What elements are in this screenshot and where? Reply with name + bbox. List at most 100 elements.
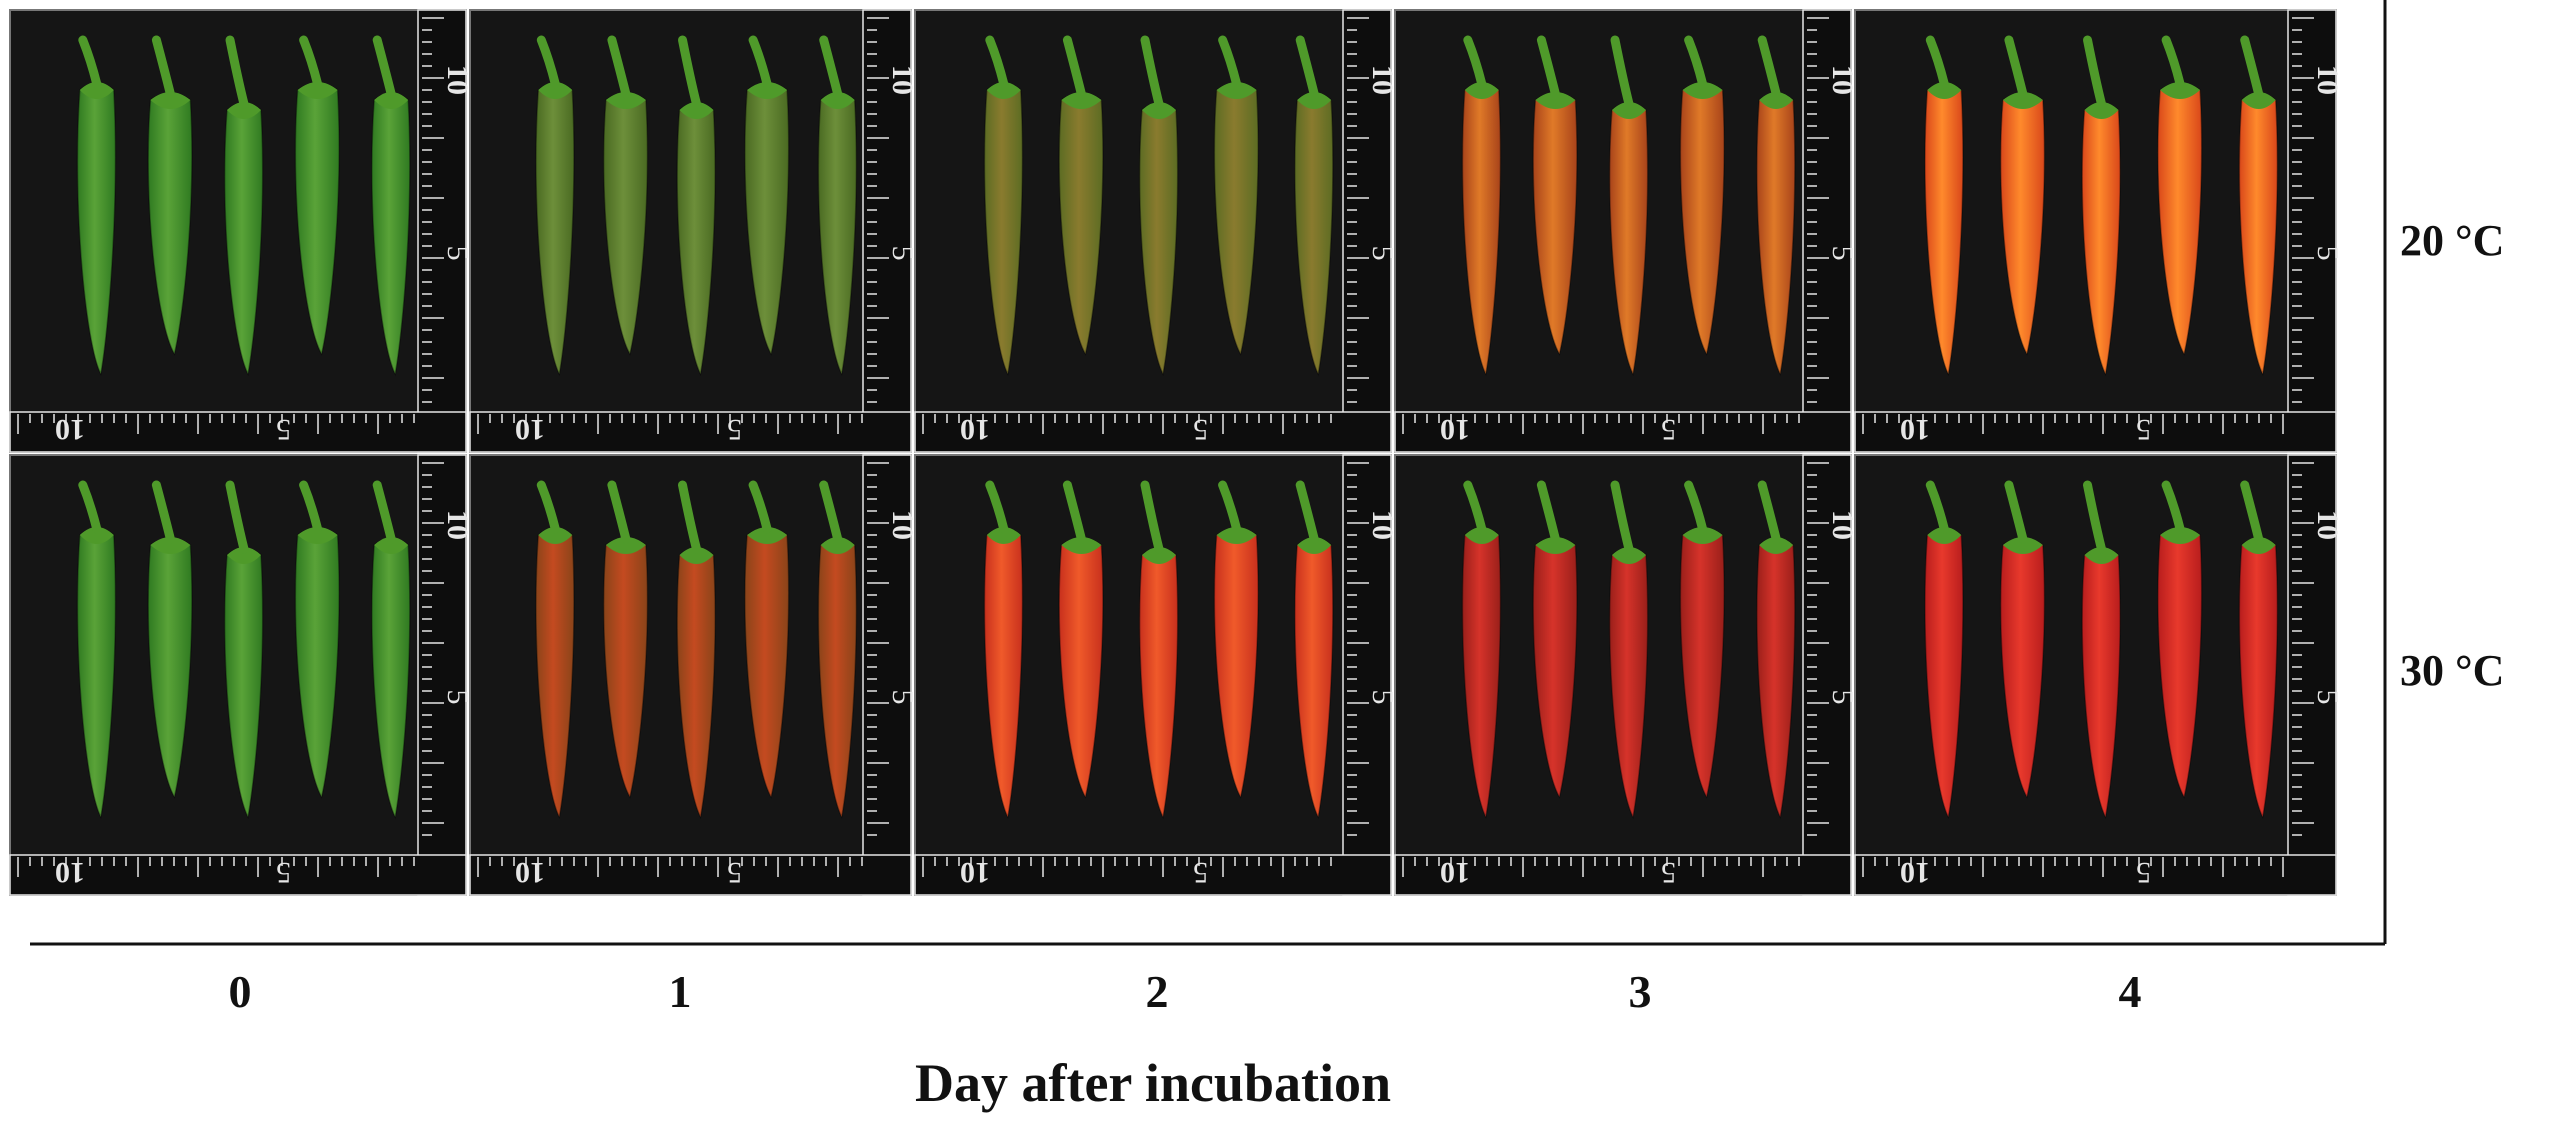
pepper-stem [1062, 35, 1086, 99]
pepper-stem [1684, 480, 1708, 534]
pepper-calyx [2084, 102, 2119, 119]
pepper-calyx [150, 537, 191, 554]
pepper-calyx [1297, 537, 1332, 554]
pepper-calyx [605, 92, 646, 109]
ruler-mark: 5 [2311, 690, 2344, 705]
ruler-mark: 5 [1193, 856, 1208, 889]
pepper-calyx [679, 102, 714, 119]
pepper-stem [372, 35, 396, 99]
pepper-stem [1218, 480, 1242, 534]
pepper-calyx [1682, 527, 1723, 544]
ruler-mark: 10 [441, 65, 474, 95]
ruler-mark: 10 [515, 856, 545, 889]
pepper-stem [678, 35, 701, 109]
ruler-mark: 10 [1826, 510, 1859, 540]
ruler-mark: 5 [886, 246, 919, 261]
pepper-stem [225, 480, 249, 554]
pepper-stem [1610, 480, 1634, 554]
day-label-4: 4 [2118, 966, 2142, 1017]
ruler-mark: 10 [55, 856, 85, 889]
pepper-calyx [2241, 92, 2276, 109]
pepper-stem [607, 480, 631, 544]
pepper-stem [1140, 35, 1164, 109]
pepper-calyx [2084, 547, 2119, 564]
day-label-1: 1 [668, 966, 692, 1017]
pepper-calyx [2241, 537, 2276, 554]
ruler-mark: 10 [886, 510, 919, 540]
photo-panel: 10 5 10 5 [9, 9, 474, 453]
pepper-calyx [1464, 82, 1499, 99]
ruler-mark: 10 [2311, 510, 2344, 540]
pepper-stem [1536, 35, 1560, 99]
pepper-calyx [79, 527, 114, 544]
photo-panel: 10 5 10 5 [914, 9, 1399, 453]
pepper-calyx [747, 527, 788, 544]
pepper-stem [819, 35, 843, 99]
pepper-stem [607, 35, 631, 99]
pepper-calyx [1759, 92, 1794, 109]
pepper-calyx [1142, 547, 1176, 564]
ruler-mark: 5 [441, 690, 474, 705]
pepper-calyx [820, 537, 855, 554]
ruler-mark: 10 [1366, 65, 1399, 95]
pepper-calyx [1535, 537, 1576, 554]
ruler-mark: 5 [1661, 413, 1676, 446]
pepper-calyx [2002, 92, 2043, 109]
pepper-calyx [2002, 537, 2043, 554]
x-axis-title: Day after incubation [915, 1053, 1392, 1113]
pepper-stem [2004, 480, 2028, 544]
pepper-calyx [1612, 102, 1646, 119]
photo-panel: 10 5 10 5 [1854, 454, 2344, 896]
pepper-calyx [374, 92, 409, 109]
pepper-calyx [986, 527, 1021, 544]
ruler-mark: 5 [276, 413, 291, 446]
ruler-mark: 10 [886, 65, 919, 95]
pepper-calyx [227, 547, 261, 564]
pepper-stem [1925, 35, 1949, 89]
pepper-stem [299, 35, 323, 89]
pepper-calyx [1061, 537, 1102, 554]
pepper-stem [536, 35, 560, 89]
ruler-mark: 10 [55, 413, 85, 446]
photo-panel: 10 5 10 5 [1394, 454, 1859, 896]
ruler-mark: 10 [1826, 65, 1859, 95]
pepper-calyx [1759, 537, 1794, 554]
pepper-stem [678, 480, 701, 554]
pepper-calyx [297, 82, 338, 99]
pepper-calyx [1297, 92, 1332, 109]
pepper-calyx [1535, 92, 1576, 109]
ruler-mark: 5 [2311, 246, 2344, 261]
ruler-mark: 5 [1366, 246, 1399, 261]
pepper-stem [1925, 480, 1949, 534]
photo-panel: 10 5 10 5 [469, 454, 919, 896]
temp-label-20: 20 °C [2400, 216, 2505, 265]
ruler-mark: 5 [1826, 246, 1859, 261]
pepper-stem [2083, 480, 2106, 554]
ruler-mark: 5 [727, 413, 742, 446]
pepper-calyx [1464, 527, 1499, 544]
pepper-calyx [538, 82, 573, 99]
pepper-calyx [820, 92, 855, 109]
pepper-stem [1140, 480, 1164, 554]
pepper-stem [985, 480, 1009, 534]
ruler-mark: 5 [1826, 690, 1859, 705]
pepper-calyx [1142, 102, 1176, 119]
ruler-mark: 10 [960, 856, 990, 889]
photo-panel: 10 5 10 5 [9, 454, 474, 896]
pepper-stem [1295, 35, 1319, 99]
pepper-stem [1463, 480, 1487, 534]
ruler-mark: 5 [2136, 413, 2151, 446]
ruler-mark: 5 [1661, 856, 1676, 889]
pepper-calyx [538, 527, 573, 544]
ruler-mark: 5 [886, 690, 919, 705]
pepper-stem [1684, 35, 1708, 89]
pepper-stem [2161, 480, 2185, 534]
pepper-calyx [79, 82, 114, 99]
photo-panel: 10 5 10 5 [1394, 9, 1859, 453]
pepper-calyx [227, 102, 261, 119]
ruler-mark: 10 [2311, 65, 2344, 95]
ruler-mark: 5 [1366, 690, 1399, 705]
ruler-mark: 10 [441, 510, 474, 540]
temp-label-30: 30 °C [2400, 646, 2505, 695]
pepper-stem [1463, 35, 1487, 89]
